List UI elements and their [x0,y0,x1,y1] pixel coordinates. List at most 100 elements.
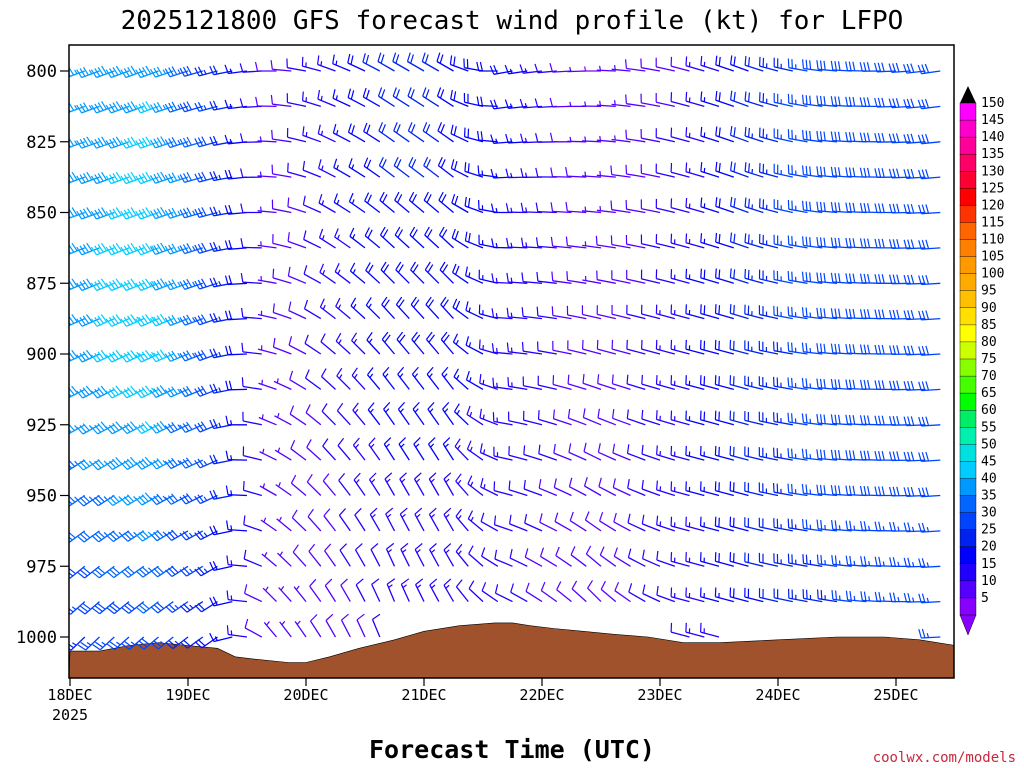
wind-barb [135,171,159,185]
wind-barb [758,269,779,284]
wind-barb [489,99,513,110]
wind-barb [700,56,720,72]
wind-barb [700,304,720,320]
wind-barb [383,437,396,461]
wind-barb [450,159,469,178]
wind-barb [729,304,749,320]
wind-barb [410,261,425,284]
wind-barb [700,410,720,426]
wind-barb [262,586,277,603]
wind-barb [817,589,838,603]
wind-barb [551,306,572,320]
wind-barb [377,87,395,107]
wind-barb [773,376,793,391]
wind-barb [318,159,336,178]
wind-barb [272,303,292,320]
wind-barb [744,340,764,355]
wind-barb [816,95,838,108]
wind-barb [582,206,602,214]
wind-barb [413,472,425,496]
wind-barb [519,98,543,109]
wind-barb [744,304,764,320]
wind-barb [293,585,307,603]
wind-barb [596,339,616,355]
wind-barb [758,517,779,532]
wind-barb [552,340,572,355]
wind-barb [333,193,351,214]
wind-barb [324,543,337,567]
wind-barb [566,305,587,320]
wind-barb [493,481,513,497]
y-tick-label: 850 [26,204,57,224]
wind-barb [279,620,292,638]
wind-barb [570,546,587,567]
wind-barb [378,122,395,143]
wind-barb [164,279,189,291]
wind-barb [209,135,233,146]
wind-barb [494,549,513,567]
wind-barb [917,134,941,145]
wind-barb [292,544,307,567]
wind-barb [730,126,749,143]
wind-barb [759,233,779,249]
wind-barb [714,304,734,320]
wind-barb [816,378,838,391]
wind-barb [257,275,277,284]
wind-barb [685,445,705,461]
wind-barb [918,381,941,392]
wind-barb [429,578,440,602]
wind-barb [194,349,218,362]
wind-barb [135,456,159,470]
wind-barb [730,161,749,178]
wind-barb [582,374,602,391]
wind-barb [255,96,277,108]
wind-barb [149,101,174,114]
colorbar-label: 115 [981,216,1004,231]
y-tick-label: 925 [26,416,57,436]
wind-barb [351,367,366,390]
wind-barb [670,375,690,391]
wind-barb [625,199,646,214]
wind-barb [240,168,262,179]
wind-barb [700,233,720,249]
wind-barb [611,339,631,355]
wind-barb [614,581,631,603]
wind-barb [889,239,911,249]
wind-barb [802,589,823,603]
wind-barb [903,592,926,603]
wind-barb [323,508,337,532]
wind-barb [240,273,262,284]
wind-barb [377,52,395,72]
wind-barb [450,89,469,108]
wind-barb [903,416,926,427]
wind-barb [209,525,233,536]
wind-barb [553,443,572,461]
wind-barb [351,332,366,355]
wind-barb [550,167,572,178]
wind-barb [149,242,174,256]
wind-barb [225,485,248,497]
colorbar-label: 95 [981,284,997,299]
wind-barb [429,543,440,567]
wind-barb [700,339,720,355]
wind-barb [226,520,248,532]
wind-barb [583,442,602,461]
wind-barb [565,236,587,249]
wind-barb [715,126,735,143]
wind-barb [120,421,145,435]
colorbar-swatch [959,392,977,411]
x-tick-label: 22DEC [519,686,564,704]
wind-barb [802,94,823,108]
colorbar-swatch [959,153,977,172]
wind-barb [464,196,484,214]
wind-barb [258,414,277,426]
wind-barb [288,336,307,355]
wind-barb [464,231,484,249]
wind-barb [408,191,425,213]
wind-barb [625,59,646,72]
colorbar-label: 25 [981,523,997,538]
wind-barb [773,518,793,532]
wind-barb [441,366,455,390]
wind-barb [918,169,941,180]
wind-barb [522,376,543,391]
